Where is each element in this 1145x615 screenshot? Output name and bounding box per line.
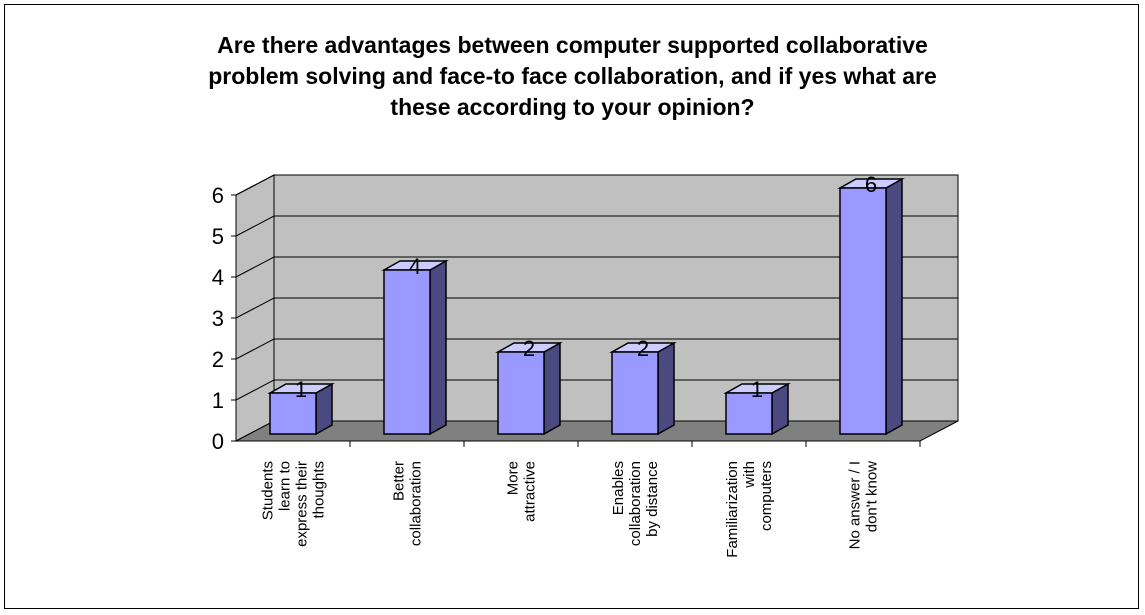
y-tick-label: 4 bbox=[212, 265, 224, 290]
gridline bbox=[235, 215, 958, 237]
data-label: 1 bbox=[295, 377, 307, 402]
bar-side bbox=[543, 341, 561, 436]
x-tick-label-line: Students bbox=[260, 461, 277, 520]
data-label: 1 bbox=[751, 377, 763, 402]
gridline bbox=[235, 256, 958, 278]
bar bbox=[383, 269, 431, 435]
chart-title: Are there advantages between computer su… bbox=[0, 30, 1145, 123]
bar bbox=[497, 351, 545, 435]
bar-side bbox=[429, 259, 447, 436]
x-tick-label-line: computers bbox=[758, 461, 775, 531]
bar bbox=[839, 187, 887, 435]
x-tick-label-line: don't know bbox=[864, 461, 881, 532]
x-tick-label-line: collaboration bbox=[627, 461, 644, 546]
x-tick-label: Better collaboration bbox=[391, 461, 425, 546]
x-tick-label: Familiarization with computers bbox=[724, 461, 775, 558]
data-label: 2 bbox=[637, 336, 649, 361]
data-label: 6 bbox=[865, 172, 877, 197]
x-tick-label: More attractive bbox=[505, 461, 539, 522]
x-tick-label-line: with bbox=[741, 461, 758, 489]
bar bbox=[725, 392, 773, 435]
bar bbox=[269, 392, 317, 435]
gridline bbox=[235, 297, 958, 319]
x-tick-label: Students learn to express their thoughts bbox=[260, 461, 328, 547]
bar bbox=[611, 351, 659, 435]
x-tick-label-line: Familiarization bbox=[724, 461, 741, 558]
y-tick-label: 5 bbox=[212, 224, 224, 249]
y-tick-label: 1 bbox=[212, 388, 224, 413]
x-tick-label-line: More bbox=[505, 461, 522, 495]
chart-title-line: Are there advantages between computer su… bbox=[217, 32, 928, 58]
x-tick-label-line: learn to bbox=[277, 461, 294, 511]
data-label: 2 bbox=[523, 336, 535, 361]
x-tick-label-line: attractive bbox=[522, 461, 539, 522]
y-tick-label: 0 bbox=[212, 429, 224, 454]
x-tick-label-line: by distance bbox=[644, 461, 661, 537]
y-tick-label: 6 bbox=[212, 183, 224, 208]
gridline bbox=[235, 174, 958, 196]
y-tick-label: 3 bbox=[212, 306, 224, 331]
chart-title-line: problem solving and face-to face collabo… bbox=[208, 63, 937, 89]
x-tick-label-line: express their bbox=[294, 461, 311, 547]
x-tick-label-line: Enables bbox=[610, 461, 627, 515]
x-tick-label: Enables collaboration by distance bbox=[610, 461, 661, 546]
x-tick-label-line: thoughts bbox=[311, 461, 328, 519]
bar-side bbox=[885, 177, 903, 436]
gridline bbox=[235, 338, 958, 360]
x-tick-label-line: Better bbox=[391, 461, 408, 501]
data-label: 4 bbox=[409, 254, 421, 279]
gridline bbox=[235, 379, 958, 401]
y-tick-label: 2 bbox=[212, 347, 224, 372]
x-tick-label-line: No answer / I bbox=[847, 461, 864, 549]
bar-side bbox=[657, 341, 675, 436]
x-tick-label-line: collaboration bbox=[408, 461, 425, 546]
chart-title-line: these according to your opinion? bbox=[390, 94, 755, 120]
